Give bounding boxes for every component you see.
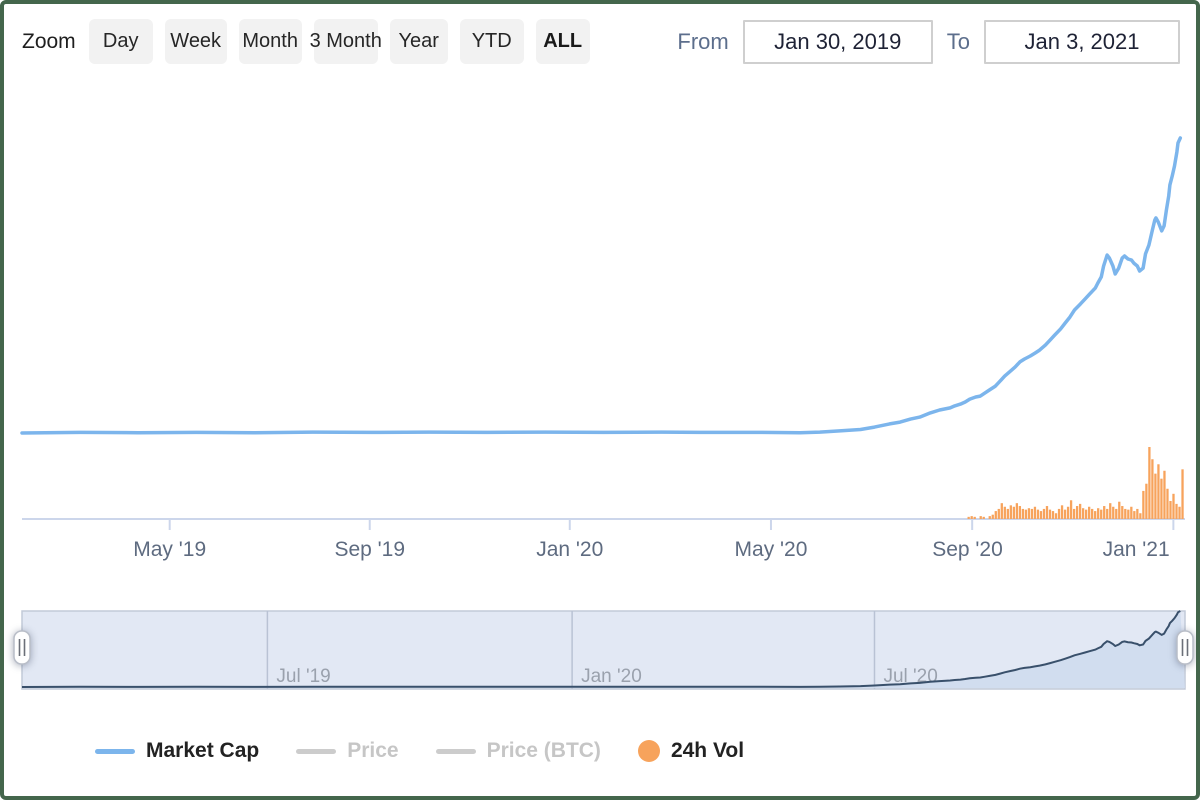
range-button-ytd[interactable]: YTD [459,19,524,64]
svg-text:Jul '19: Jul '19 [276,666,330,687]
to-date-input[interactable] [984,19,1180,64]
date-range-inputs: From To [663,19,1180,64]
from-date-input[interactable] [742,19,933,64]
svg-text:Jan '20: Jan '20 [581,666,642,687]
svg-text:Sep '19: Sep '19 [334,538,405,561]
legend-label: Price (BTC) [486,739,601,762]
legend-item-market-cap[interactable]: Market Cap [95,739,259,763]
volume-bars [967,447,1184,519]
price-line-swatch [296,748,337,754]
price-btc-line-swatch [435,748,476,754]
range-button-all[interactable]: ALL [535,19,590,64]
range-button-month[interactable]: Month [238,19,302,64]
legend-item-price[interactable]: Price [296,739,399,763]
range-selector-toolbar: Zoom Day Week Month 3 Month Year YTD ALL… [22,19,1180,64]
market-cap-line-swatch [95,748,135,754]
to-label: To [946,28,970,54]
legend-label: Price [347,739,399,762]
range-button-day[interactable]: Day [88,19,153,64]
volume-circle-swatch [637,740,660,762]
x-axis-labels: May '19 Sep '19 Jan '20 May '20 Sep '20 Jan '… [133,538,1169,561]
zoom-label: Zoom [22,29,76,53]
legend-item-price-btc[interactable]: Price (BTC) [435,739,601,763]
svg-text:Jan '20: Jan '20 [536,538,603,561]
range-button-week[interactable]: Week [164,19,227,64]
legend-item-24h-vol[interactable]: 24h Vol [637,739,745,763]
legend-label: 24h Vol [670,739,745,762]
x-axis [22,518,1185,530]
chart-legend: Market Cap Price Price (BTC) 24h Vol [95,733,781,769]
svg-text:May '19: May '19 [133,538,206,561]
range-button-3month[interactable]: 3 Month [310,19,382,64]
navigator-right-handle[interactable] [1176,630,1194,665]
svg-text:May '20: May '20 [735,538,808,561]
svg-text:Sep '20: Sep '20 [932,538,1003,561]
market-cap-line [20,136,1183,435]
range-button-year[interactable]: Year [389,19,448,64]
from-label: From [677,28,729,54]
navigator[interactable]: Jul '19 Jan '20 Jul '20 [13,610,1194,690]
legend-label: Market Cap [146,739,260,762]
svg-text:Jan '21: Jan '21 [1103,538,1170,561]
navigator-left-handle[interactable] [13,630,31,665]
